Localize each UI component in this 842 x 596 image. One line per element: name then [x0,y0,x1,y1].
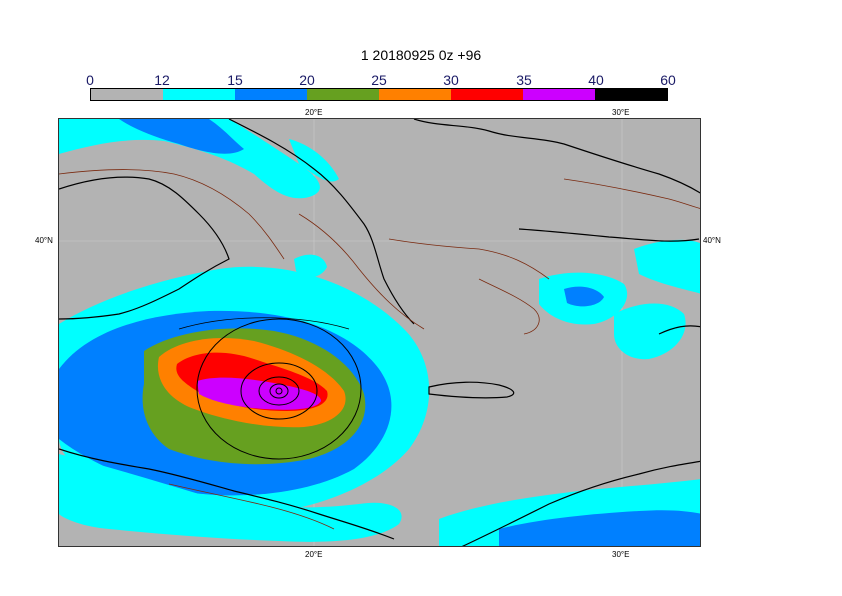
wind-map [59,119,700,546]
wind-area-cyan-rhodes [614,303,686,360]
wind-area-cyan-adriatic [289,139,339,182]
wind-area-cyan-north [59,119,320,199]
isobar-outer-north [178,317,350,330]
colorbar-segment-5 [451,89,523,100]
colorbar-segment-2 [235,89,307,100]
wind-area-cyan-south [59,454,402,542]
wind-area-blue-north [119,119,244,154]
isobar-center [275,387,283,395]
isobar-ring-3 [258,376,300,406]
coastline-italy [59,176,230,320]
wind-area-blue-aegean [564,286,604,307]
left-lat-label-40n: 40°N [35,236,53,245]
top-lon-label-30e: 30°E [612,108,630,117]
colorbar-segment-6 [523,89,595,100]
coastline-libya [59,448,395,540]
bottom-lon-label-30e: 30°E [612,550,630,559]
colorbar-tick-5: 30 [443,72,459,88]
contour-brown-1 [59,169,285,260]
colorbar-segment-0 [91,89,163,100]
bottom-lon-label-20e: 20°E [305,550,323,559]
isobar-ring-4 [269,383,289,399]
wind-area-blue-southeast [499,510,700,546]
contour-brown-5 [563,178,700,209]
coastline-crete [428,381,515,399]
contour-brown-6 [168,483,335,530]
colorbar-tick-2: 15 [227,72,243,88]
colorbar [90,88,668,101]
colorbar-segment-1 [163,89,235,100]
coastline-balkans [228,119,415,325]
colorbar-tick-1: 12 [154,72,170,88]
contour-brown-4 [478,278,540,335]
colorbar-segment-4 [379,89,451,100]
coastline-cyprus [658,325,700,335]
top-lon-label-20e: 20°E [305,108,323,117]
colorbar-tick-6: 35 [516,72,532,88]
map-title: 1 20180925 0z +96 [360,47,482,63]
colorbar-tick-8: 60 [660,72,676,88]
coastline-egypt [461,460,700,546]
coastline-anatolia-north [518,228,700,242]
colorbar-segment-7 [595,89,667,100]
contour-brown-2 [298,213,425,330]
isobar-ring-1 [196,318,362,460]
colorbar-tick-7: 40 [588,72,604,88]
contour-brown-3 [388,238,550,280]
colorbar-tick-4: 25 [371,72,387,88]
wind-area-cyan-east [634,239,700,294]
wind-area-cyan-patch [294,254,327,278]
colorbar-segment-3 [307,89,379,100]
right-lat-label-40n: 40°N [703,236,721,245]
map-panel [58,118,701,547]
coastline-black-sea [413,119,700,194]
colorbar-tick-3: 20 [299,72,315,88]
colorbar-tick-0: 0 [86,72,94,88]
isobar-ring-2 [240,362,318,420]
